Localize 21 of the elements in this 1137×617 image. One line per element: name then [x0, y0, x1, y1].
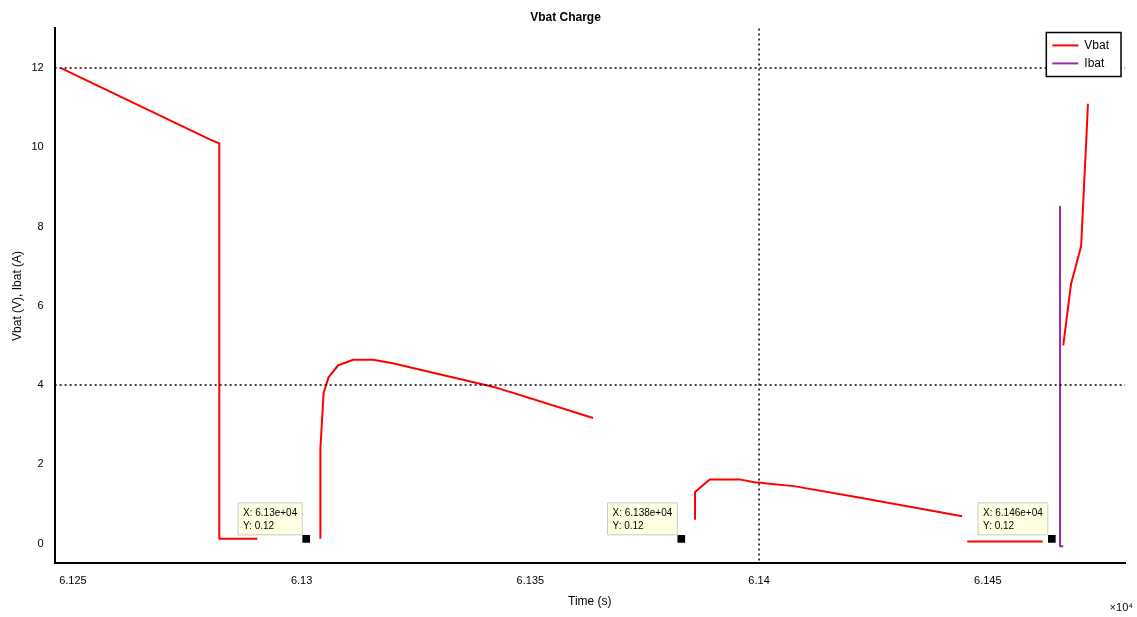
- chart-title: Vbat Charge: [530, 9, 602, 24]
- legend-label: Vbat: [1084, 37, 1110, 52]
- x-axis-title: Time (s): [568, 594, 612, 609]
- y-tick-label: 10: [31, 140, 44, 153]
- legend-label: Ibat: [1084, 55, 1105, 70]
- y-tick-label: 4: [37, 378, 44, 391]
- x-tick-label: 6.125: [59, 574, 87, 587]
- y-tick-label: 0: [37, 536, 44, 549]
- annotation: X: 6.146e+04 Y: 0.12: [983, 506, 1044, 531]
- x-tick-label: 6.145: [974, 574, 1002, 587]
- y-axis-title: Vbat (V), Ibat (A): [9, 250, 24, 341]
- x-tick-label: 6.135: [516, 574, 545, 587]
- x-tick-label: 6.14: [748, 574, 770, 587]
- y-tick-label: 6: [37, 298, 44, 311]
- annotation: X: 6.13e+04 Y: 0.12: [243, 506, 298, 531]
- y-tick-label: 2: [37, 457, 44, 470]
- y-tick-label: 8: [37, 219, 44, 232]
- annotation: X: 6.138e+04 Y: 0.12: [612, 506, 673, 531]
- x-tick-label: 6.13: [290, 574, 313, 587]
- text: ×10⁴: [1109, 601, 1134, 613]
- y-tick-label: 12: [31, 61, 44, 74]
